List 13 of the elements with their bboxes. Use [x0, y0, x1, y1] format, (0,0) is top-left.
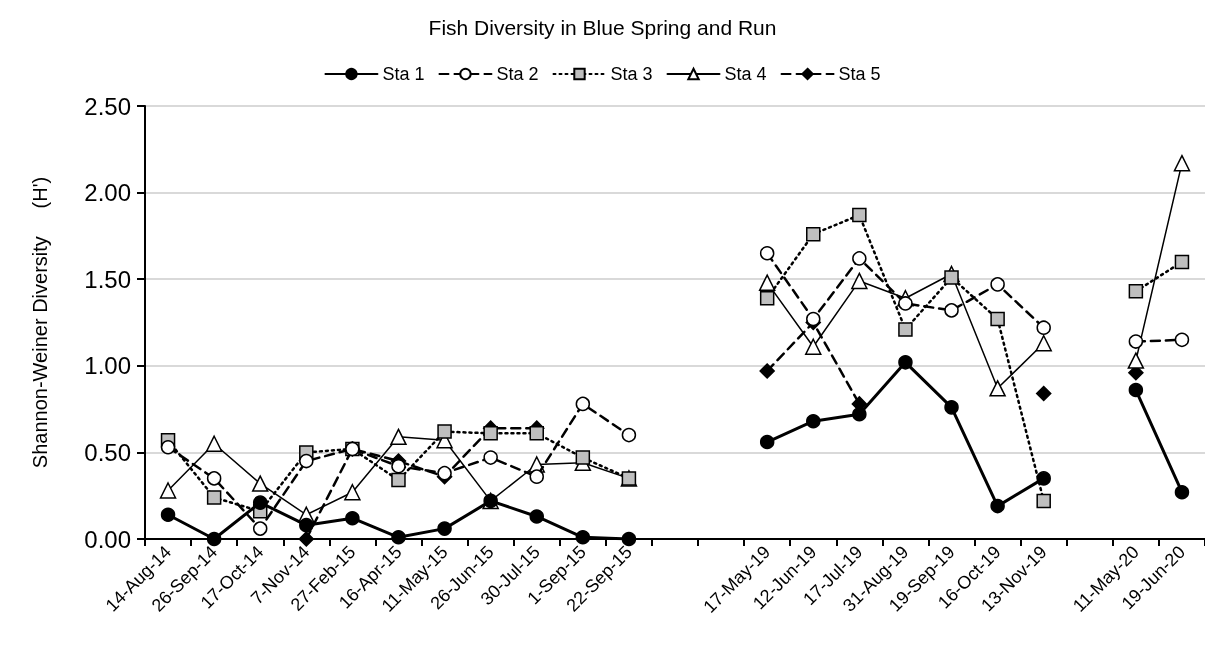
- chart-title: Fish Diversity in Blue Spring and Run: [428, 16, 777, 39]
- legend-label: Sta 4: [724, 64, 767, 84]
- y-tick-label: 2.50: [84, 92, 131, 120]
- y-axis-title: Shannon-Weiner Diversity (H'): [29, 176, 51, 469]
- legend-label: Sta 3: [610, 64, 653, 84]
- legend-label: Sta 1: [382, 64, 425, 84]
- legend-label: Sta 5: [838, 64, 881, 84]
- y-tick-label: 0.00: [84, 525, 131, 553]
- y-tick-label: 1.50: [84, 265, 131, 293]
- y-tick-label: 0.50: [84, 438, 131, 466]
- y-tick-label: 1.00: [84, 352, 131, 380]
- y-tick-label: 2.00: [84, 179, 131, 207]
- legend-label: Sta 2: [496, 64, 539, 84]
